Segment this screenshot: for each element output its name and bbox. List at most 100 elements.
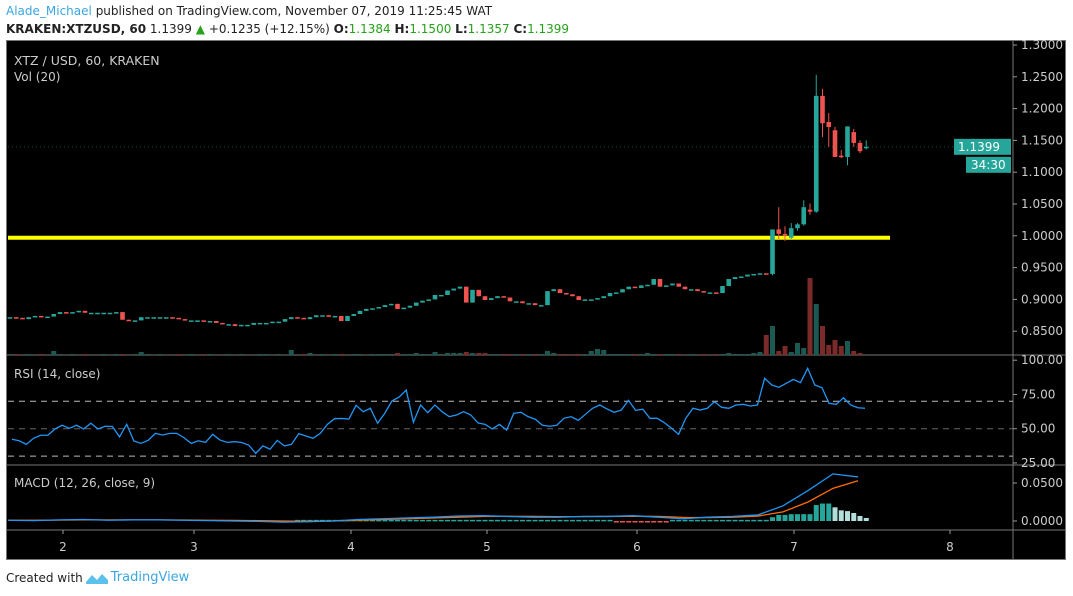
low-label: L: — [455, 22, 468, 36]
candle-body — [557, 289, 563, 294]
candle-body — [845, 126, 850, 157]
macd-histogram-bar — [707, 519, 713, 522]
symbol: KRAKEN:XTZUSD, 60 — [6, 22, 147, 36]
macd-histogram-bar — [695, 519, 700, 522]
volume-bar — [588, 351, 594, 355]
macd-histogram-bar — [776, 514, 782, 521]
candle-body — [482, 296, 488, 301]
candle-body — [551, 289, 557, 292]
footer: Created with TradingView — [6, 570, 189, 585]
volume-bar — [557, 354, 563, 355]
volume-bar — [551, 353, 557, 355]
volume-bar — [113, 354, 119, 355]
candle-body — [320, 315, 325, 317]
rsi-tick-label: 75.00 — [1021, 387, 1055, 401]
macd-histogram-bar — [532, 519, 538, 522]
macd-histogram-bar — [388, 519, 394, 522]
candle-body — [282, 319, 288, 322]
candle-body — [457, 286, 463, 289]
candle-body — [201, 320, 207, 322]
volume-bar — [626, 354, 632, 355]
macd-histogram-bar — [607, 519, 613, 522]
macd-histogram-bar — [395, 519, 400, 522]
macd-histogram-bar — [495, 519, 500, 522]
candle-body — [420, 300, 425, 303]
candle-body — [407, 305, 413, 308]
volume-bar — [726, 353, 732, 355]
macd-histogram-bar — [520, 519, 525, 522]
candle-body — [495, 296, 500, 299]
candle-body — [588, 299, 594, 301]
volume-bar — [857, 353, 863, 355]
candle-body — [451, 288, 457, 291]
volume-bar — [370, 354, 375, 355]
chart-frame[interactable] — [6, 40, 1066, 560]
high-value: 1.1500 — [409, 22, 452, 36]
macd-histogram-bar — [482, 519, 488, 522]
macd-histogram-bar — [451, 519, 457, 522]
candle-body — [820, 95, 825, 124]
candle-body — [101, 312, 107, 315]
candle-body — [345, 315, 350, 322]
volume-bar — [301, 354, 307, 355]
candle-body — [813, 95, 819, 212]
candle-body — [682, 286, 688, 290]
tradingview-logo-icon — [85, 573, 108, 584]
candle-body — [20, 317, 25, 320]
volume-bar — [38, 354, 44, 355]
candle-body — [782, 233, 788, 236]
candle-body — [107, 312, 113, 315]
candle-body — [801, 207, 807, 225]
macd-histogram-bar — [807, 514, 813, 521]
volume-bar — [645, 353, 650, 355]
candle-body — [501, 296, 507, 298]
volume-bar — [713, 354, 719, 355]
volume-bar — [501, 354, 507, 355]
price-tick-label: 1.3000 — [1021, 38, 1063, 52]
volume-bar — [57, 354, 63, 355]
volume-bar — [420, 354, 425, 355]
macd-line — [7, 473, 859, 523]
candle-body — [576, 296, 582, 301]
macd-histogram-bar — [770, 517, 775, 521]
candle-body — [32, 315, 38, 318]
candle-body — [395, 303, 400, 309]
candle-body — [532, 303, 538, 306]
volume-bar — [595, 349, 600, 355]
candle-body — [213, 321, 219, 323]
candle-body — [832, 130, 838, 157]
macd-histogram-bar — [513, 519, 519, 522]
macd-histogram-bar — [588, 519, 594, 522]
volume-bar — [476, 353, 482, 355]
volume-bar — [351, 354, 357, 355]
volume-bar — [320, 354, 325, 355]
author-link[interactable]: Alade_Michael — [6, 4, 92, 18]
macd-histogram-bar — [551, 519, 557, 522]
candle-body — [332, 315, 338, 318]
candle-body — [313, 315, 319, 318]
open-value: 1.1384 — [348, 22, 391, 36]
candle-body — [370, 308, 375, 310]
rsi-tick-label: 50.00 — [1021, 422, 1055, 436]
candle-body — [688, 289, 694, 291]
candle-body — [563, 293, 569, 295]
candle-body — [570, 294, 575, 297]
volume-bar — [513, 354, 519, 355]
candle-body — [426, 299, 432, 301]
macd-histogram-bar — [863, 517, 869, 521]
candle-body — [63, 312, 69, 314]
candle-body — [695, 289, 700, 292]
volume-bar — [482, 353, 488, 355]
volume-bar — [782, 346, 788, 355]
volume-bar — [457, 353, 463, 355]
tradingview-link[interactable]: TradingView — [110, 570, 190, 585]
candle-body — [445, 290, 450, 295]
macd-histogram-bar — [570, 519, 575, 522]
macd-histogram-bar — [620, 521, 625, 523]
last-price-tag — [954, 138, 1011, 155]
price-change: +0.1235 (+12.15%) — [208, 22, 330, 36]
volume-bar — [307, 353, 313, 355]
macd-histogram-bar — [720, 519, 725, 522]
volume-bar — [613, 354, 619, 355]
